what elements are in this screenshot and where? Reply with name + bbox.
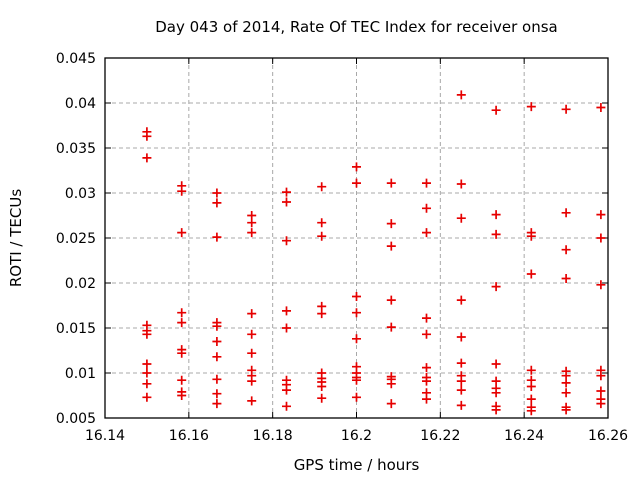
x-tick-label: 16.24 — [504, 428, 544, 444]
data-point-column — [596, 103, 606, 409]
x-tick-label: 16.22 — [420, 428, 460, 444]
data-point-column — [317, 182, 327, 403]
data-point-column — [386, 178, 396, 409]
y-tick-label: 0.01 — [65, 366, 96, 382]
x-tick-label: 16.16 — [169, 428, 209, 444]
y-tick-label: 0.025 — [56, 231, 96, 247]
data-point-column — [282, 187, 291, 411]
x-tick-label: 16.2 — [341, 428, 372, 444]
y-tick-label: 0.02 — [65, 276, 96, 292]
data-point-column — [561, 104, 571, 415]
x-tick-label: 16.26 — [588, 428, 628, 444]
y-tick-label: 0.03 — [65, 186, 96, 202]
data-point-column — [212, 188, 222, 409]
y-tick-label: 0.04 — [65, 96, 96, 112]
y-tick-label: 0.005 — [56, 411, 96, 427]
data-point-column — [142, 127, 152, 402]
data-point-column — [177, 181, 187, 400]
y-tick-label: 0.035 — [56, 141, 96, 157]
data-point-column — [247, 211, 257, 406]
x-tick-label: 16.18 — [253, 428, 293, 444]
data-point-column — [422, 178, 431, 404]
data-point-column — [491, 105, 501, 415]
x-tick-label: 16.14 — [85, 428, 125, 444]
data-point-column — [352, 162, 361, 402]
data-point-column — [456, 90, 466, 410]
y-tick-label: 0.015 — [56, 321, 96, 337]
data-point-column — [526, 102, 536, 416]
y-axis-label: ROTI / TECUs — [7, 188, 25, 288]
plot-border — [104, 57, 609, 419]
y-tick-label: 0.045 — [56, 51, 96, 67]
x-axis-label: GPS time / hours — [293, 456, 420, 474]
chart-title: Day 043 of 2014, Rate Of TEC Index for r… — [155, 18, 558, 36]
